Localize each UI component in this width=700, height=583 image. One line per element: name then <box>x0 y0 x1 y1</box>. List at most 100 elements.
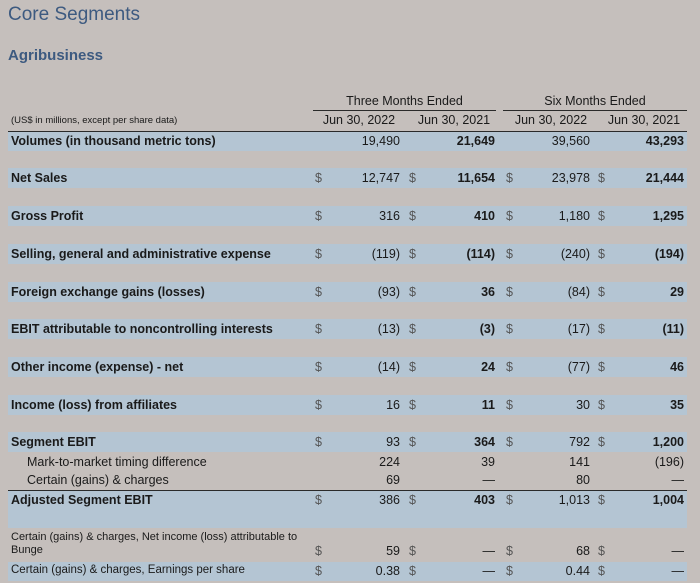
cell-value: 12,747 <box>361 171 400 185</box>
currency-symbol: $ <box>598 171 605 185</box>
cell-value: (3) <box>479 322 495 336</box>
currency-symbol: $ <box>315 398 322 412</box>
cell-value: 36 <box>481 285 495 299</box>
row-label: Gross Profit <box>11 209 84 223</box>
group-header-six-months: Six Months Ended <box>503 94 687 111</box>
cell-value: (84) <box>567 285 590 299</box>
cell-value: 23,978 <box>551 171 590 185</box>
table-row: Selling, general and administrative expe… <box>8 244 687 264</box>
currency-symbol: $ <box>598 322 605 336</box>
row-label: Volumes (in thousand metric tons) <box>11 134 216 148</box>
cell-value: 30 <box>576 398 590 412</box>
cell-value: 1,295 <box>652 209 684 223</box>
currency-symbol: $ <box>409 493 416 507</box>
currency-symbol: $ <box>598 398 605 412</box>
currency-symbol: $ <box>506 209 513 223</box>
currency-symbol: $ <box>409 285 416 299</box>
currency-symbol: $ <box>506 247 513 261</box>
table-row: Gross Profit $ 316 $ 410 $ 1,180 $ 1,295 <box>8 206 687 226</box>
row-label: Selling, general and administrative expe… <box>11 247 271 261</box>
table-row: Certain (gains) & charges 69 — 80 — <box>8 472 687 490</box>
cell-value: 21,444 <box>645 171 684 185</box>
cell-value: 364 <box>474 435 495 449</box>
cell-value: 16 <box>386 398 400 412</box>
cell-value: 39,560 <box>551 134 590 148</box>
cell-value: 224 <box>379 455 400 469</box>
column-header-date: Jun 30, 2022 <box>514 113 588 127</box>
row-label: Certain (gains) & charges <box>27 473 169 487</box>
cell-value: 43,293 <box>645 134 684 148</box>
spacer-row <box>8 150 687 168</box>
cell-value: — <box>482 564 496 578</box>
currency-symbol: $ <box>506 493 513 507</box>
row-label: Other income (expense) - net <box>11 360 184 374</box>
cell-value: 141 <box>569 455 590 469</box>
currency-symbol: $ <box>506 285 513 299</box>
currency-symbol: $ <box>506 435 513 449</box>
currency-symbol: $ <box>506 322 513 336</box>
units-note: (US$ in millions, except per share data) <box>11 115 178 126</box>
cell-value: 80 <box>576 473 590 487</box>
table-row: Foreign exchange gains (losses) $ (93) $… <box>8 282 687 302</box>
cell-value: — <box>671 473 685 487</box>
cell-value: (240) <box>560 247 590 261</box>
table-row: Certain (gains) & charges, Earnings per … <box>8 562 687 581</box>
table-row: Segment EBIT $ 93 $ 364 $ 792 $ 1,200 <box>8 432 687 452</box>
cell-value: (119) <box>371 247 400 261</box>
cell-value: (77) <box>567 360 590 374</box>
table-row: Volumes (in thousand metric tons) 19,490… <box>8 131 687 151</box>
currency-symbol: $ <box>409 398 416 412</box>
currency-symbol: $ <box>409 435 416 449</box>
currency-symbol: $ <box>315 247 322 261</box>
cell-value: 792 <box>569 435 590 449</box>
cell-value: (93) <box>377 285 400 299</box>
currency-symbol: $ <box>409 544 416 558</box>
cell-value: — <box>482 544 496 558</box>
currency-symbol: $ <box>315 322 322 336</box>
row-label: Certain (gains) & charges, Earnings per … <box>11 564 245 576</box>
cell-value: (114) <box>466 247 496 261</box>
cell-value: 46 <box>670 360 684 374</box>
segment-title: Agribusiness <box>8 47 104 64</box>
cell-value: (17) <box>567 322 590 336</box>
cell-value: 69 <box>386 473 400 487</box>
currency-symbol: $ <box>598 285 605 299</box>
currency-symbol: $ <box>409 171 416 185</box>
cell-value: 35 <box>670 398 684 412</box>
cell-value: (11) <box>662 322 684 336</box>
currency-symbol: $ <box>506 544 513 558</box>
currency-symbol: $ <box>315 285 322 299</box>
currency-symbol: $ <box>409 360 416 374</box>
currency-symbol: $ <box>598 209 605 223</box>
cell-value: 0.44 <box>565 564 590 578</box>
currency-symbol: $ <box>315 435 322 449</box>
cell-value: (14) <box>377 360 400 374</box>
cell-value: 1,200 <box>652 435 684 449</box>
cell-value: 29 <box>670 285 684 299</box>
currency-symbol: $ <box>315 564 322 578</box>
group-header-three-months: Three Months Ended <box>313 94 496 111</box>
column-header-date: Jun 30, 2021 <box>417 113 491 127</box>
table-row: Mark-to-market timing difference 224 39 … <box>8 453 687 472</box>
currency-symbol: $ <box>409 247 416 261</box>
cell-value: 68 <box>576 544 590 558</box>
cell-value: 1,004 <box>652 493 684 507</box>
cell-value: — <box>671 564 685 578</box>
cell-value: 410 <box>474 209 495 223</box>
currency-symbol: $ <box>598 360 605 374</box>
cell-value: 1,180 <box>558 209 590 223</box>
cell-value: 386 <box>379 493 400 507</box>
cell-value: (194) <box>654 247 684 261</box>
currency-symbol: $ <box>506 360 513 374</box>
currency-symbol: $ <box>315 360 322 374</box>
row-label: Income (loss) from affiliates <box>11 398 178 412</box>
cell-value: 19,490 <box>361 134 400 148</box>
cell-value: — <box>482 473 496 487</box>
table-row: Adjusted Segment EBIT $ 386 $ 403 $ 1,01… <box>8 490 687 510</box>
cell-value: 21,649 <box>456 134 495 148</box>
currency-symbol: $ <box>506 564 513 578</box>
cell-value: 59 <box>386 544 400 558</box>
currency-symbol: $ <box>598 544 605 558</box>
cell-value: 1,013 <box>558 493 590 507</box>
cell-value: 11 <box>481 398 495 412</box>
